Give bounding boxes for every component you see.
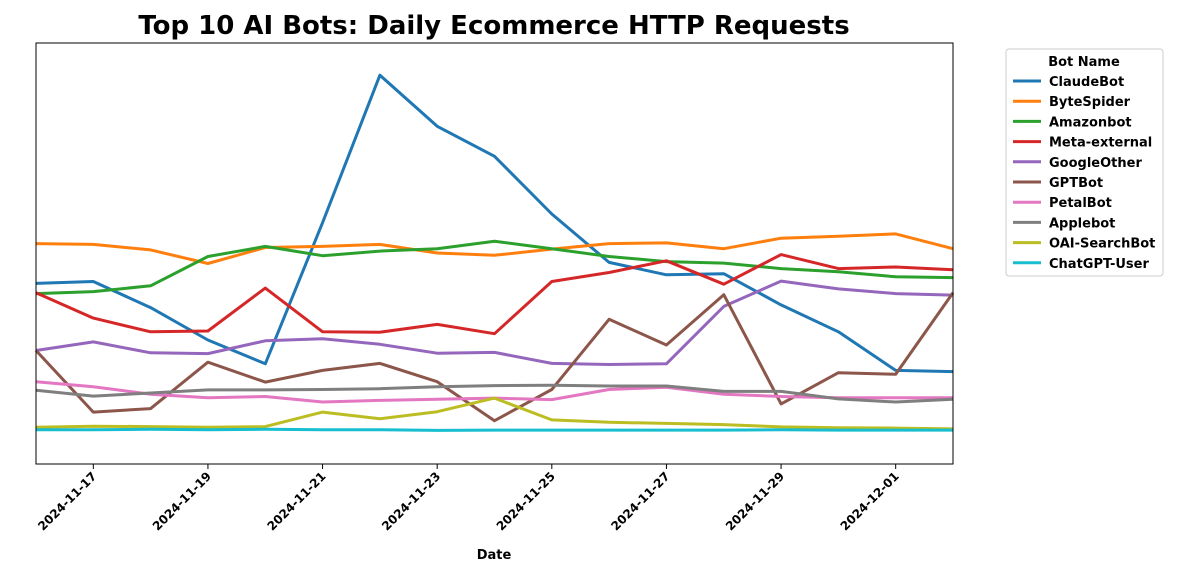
legend-label-amazonbot: Amazonbot xyxy=(1049,115,1132,130)
series-line-applebot xyxy=(35,383,954,404)
legend-label-chatgpt-user: ChatGPT-User xyxy=(1049,257,1149,272)
legend-label-claudebot: ClaudeBot xyxy=(1049,75,1124,90)
x-axis-ticks: 2024-11-17 2024-11-19 2024-11-21 2024-11-23… xyxy=(35,464,902,533)
x-tick-label: 2024-11-19 xyxy=(150,469,214,533)
x-tick-label: 2024-11-21 xyxy=(265,469,329,533)
legend-frame xyxy=(1005,48,1164,277)
x-tick-label: 2024-11-17 xyxy=(35,469,99,533)
series-line-meta-external xyxy=(35,253,954,336)
legend-label-bytespider: ByteSpider xyxy=(1049,95,1131,110)
series-line-googleother xyxy=(35,279,954,366)
legend-label-googleother: GoogleOther xyxy=(1049,156,1142,171)
series-line-chatgpt-user xyxy=(36,427,953,432)
legend-items: ClaudeBot ByteSpider Amazonbot Meta-externa… xyxy=(1013,75,1155,272)
legend-label-applebot: Applebot xyxy=(1049,216,1115,231)
plot-lines xyxy=(34,73,955,432)
legend-label-meta-external: Meta-external xyxy=(1049,136,1152,151)
legend-title: Bot Name xyxy=(1048,55,1120,70)
series-line-amazonbot xyxy=(35,239,954,296)
legend-label-oai-searchbot: OAI-SearchBot xyxy=(1049,237,1155,252)
legend: Bot Name ClaudeBot ByteSpider Amazonbot Met… xyxy=(1005,48,1164,277)
legend-label-gptbot: GPTBot xyxy=(1049,176,1103,191)
x-tick-label: 2024-11-23 xyxy=(379,469,443,533)
x-axis-label: Date xyxy=(477,548,512,563)
series-line-oai-searchbot xyxy=(35,396,954,431)
series-line-gptbot xyxy=(34,291,955,423)
plot-frame xyxy=(35,42,954,465)
legend-label-petalbot: PetalBot xyxy=(1049,196,1112,211)
chart-title: Top 10 AI Bots: Daily Ecommerce HTTP Req… xyxy=(138,11,849,41)
x-tick-label: 2024-11-25 xyxy=(494,469,558,533)
series-line-bytespider xyxy=(35,232,954,265)
x-tick-label: 2024-12-01 xyxy=(838,469,902,533)
x-tick-label: 2024-11-27 xyxy=(608,469,672,533)
series-line-claudebot xyxy=(35,73,954,374)
x-tick-label: 2024-11-29 xyxy=(723,469,787,533)
